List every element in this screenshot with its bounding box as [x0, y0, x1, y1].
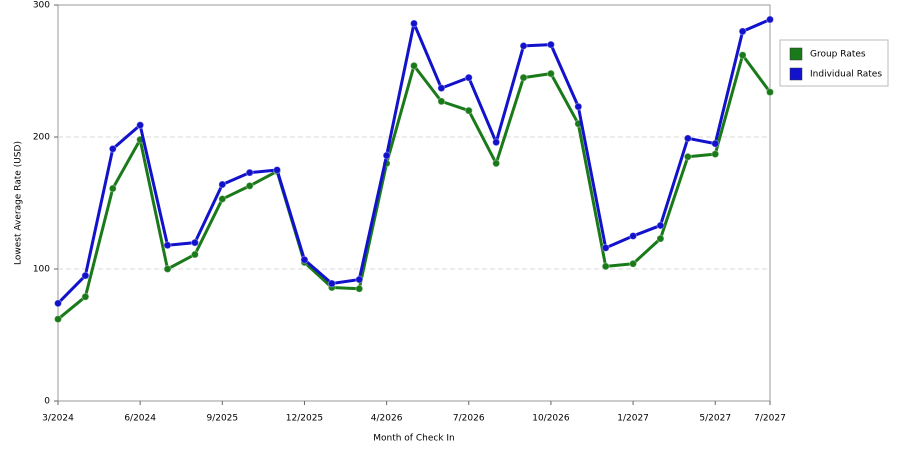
data-point [136, 121, 145, 130]
data-point [327, 279, 336, 288]
x-tick-label: 7/2026 [453, 414, 485, 424]
y-tick-label: 200 [33, 133, 50, 143]
x-tick-label: 9/2025 [206, 414, 238, 424]
data-point [492, 159, 501, 168]
data-point [546, 69, 555, 78]
data-point [766, 15, 774, 24]
data-point [546, 40, 555, 49]
data-point [273, 166, 282, 174]
data-point [163, 265, 172, 273]
data-point [54, 315, 62, 324]
data-point [410, 61, 418, 70]
data-point [382, 151, 391, 160]
legend-label: Individual Rates [810, 70, 882, 80]
data-point [245, 181, 254, 190]
y-axis-title: Lowest Average Rate (USD) [14, 141, 24, 265]
data-point [629, 232, 638, 240]
data-point [492, 138, 501, 147]
data-point [656, 221, 665, 230]
x-tick-label: 3/2024 [42, 414, 74, 424]
data-point [519, 41, 528, 50]
data-point [163, 241, 172, 250]
data-point [355, 275, 364, 284]
data-point [738, 27, 747, 36]
data-point [683, 134, 692, 143]
data-point [711, 150, 720, 159]
legend-label: Group Rates [810, 50, 866, 60]
data-point [81, 271, 90, 280]
data-point [355, 284, 364, 293]
data-point [464, 73, 473, 82]
y-tick-label: 0 [44, 397, 50, 407]
data-point [54, 299, 62, 308]
legend-swatch [789, 67, 803, 81]
data-point [437, 97, 446, 106]
data-point [601, 262, 610, 271]
data-point [766, 88, 774, 97]
data-point [519, 73, 528, 82]
data-point [464, 106, 473, 115]
x-tick-label: 4/2026 [371, 414, 403, 424]
x-axis-title: Month of Check In [373, 434, 455, 444]
x-tick-label: 5/2027 [699, 414, 731, 424]
y-tick-label: 300 [33, 1, 50, 11]
x-tick-label: 12/2025 [286, 414, 323, 424]
data-point [437, 84, 446, 93]
x-tick-label: 10/2026 [532, 414, 570, 424]
x-tick-label: 1/2027 [617, 414, 649, 424]
data-point [108, 184, 117, 193]
data-point [656, 234, 665, 243]
data-point [629, 259, 638, 268]
data-point [300, 255, 309, 264]
y-tick-label: 100 [33, 265, 50, 275]
data-point [711, 139, 720, 148]
data-point [601, 243, 610, 252]
data-point [218, 195, 227, 204]
x-tick-label: 6/2024 [124, 414, 156, 424]
data-point [574, 102, 583, 111]
data-point [410, 19, 418, 28]
data-point [738, 51, 747, 60]
data-point [190, 250, 199, 259]
data-point [81, 292, 90, 301]
data-point [190, 238, 199, 247]
data-point [683, 152, 692, 161]
data-point [108, 144, 117, 153]
data-point [245, 168, 254, 177]
legend-swatch [789, 47, 803, 61]
data-point [218, 180, 227, 189]
x-tick-label: 7/2027 [754, 414, 786, 424]
plot-frame [57, 4, 771, 402]
